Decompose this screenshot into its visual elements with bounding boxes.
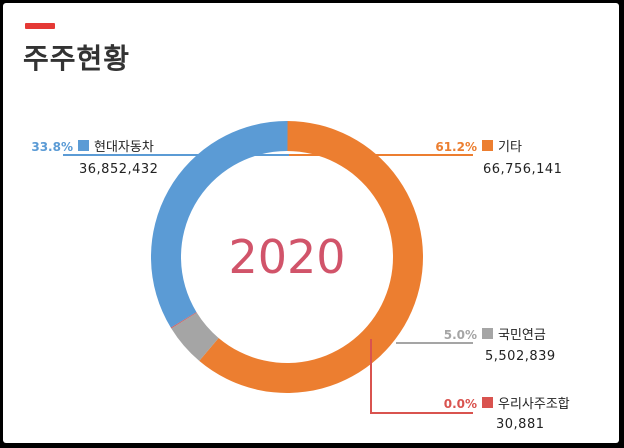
legend-swatch xyxy=(482,140,493,151)
donut-slices xyxy=(150,121,424,393)
slice-percent-label: 33.8% xyxy=(31,140,73,154)
slice-percent-label: 5.0% xyxy=(444,328,477,342)
slice-name-label: 현대자동차 xyxy=(94,140,154,155)
slice-name-label: 국민연금 xyxy=(498,328,546,343)
slice-value-label: 66,756,141 xyxy=(483,162,562,177)
page-title: 주주현황 xyxy=(23,42,131,75)
center-year-label: 2020 xyxy=(228,230,345,284)
legend-item-hyundai: 33.8% 현대자동차 36,852,432 xyxy=(31,140,158,177)
legend-item-nps: 5.0% 국민연금 5,502,839 xyxy=(444,328,556,364)
legend-swatch xyxy=(78,140,89,151)
leader-line-esop xyxy=(370,339,473,414)
title-accent-bar xyxy=(25,23,55,29)
slice-name-label: 우리사주조합 xyxy=(498,397,570,412)
legend-item-other: 61.2% 기타 66,756,141 xyxy=(435,140,562,177)
donut-slice-hyundai xyxy=(150,121,288,328)
donut-chart: 2020 61.2% 기타 66,756,141 5.0% 국민연금 5,502… xyxy=(31,121,570,432)
legend-swatch xyxy=(482,328,493,339)
donut-slice-nps xyxy=(171,312,219,361)
legend-swatch xyxy=(482,397,493,408)
leader-lines xyxy=(63,154,473,414)
donut-slice-other xyxy=(199,121,424,393)
donut-slice-esop xyxy=(170,312,197,329)
chart-frame: 주주현황 2020 61.2% 기타 66,756,141 5.0% 국민연금 … xyxy=(3,3,619,443)
slice-value-label: 5,502,839 xyxy=(485,349,556,364)
slice-value-label: 36,852,432 xyxy=(79,162,158,177)
slice-name-label: 기타 xyxy=(498,140,522,155)
legend-item-esop: 0.0% 우리사주조합 30,881 xyxy=(444,397,570,432)
slice-percent-label: 0.0% xyxy=(444,397,477,411)
slice-value-label: 30,881 xyxy=(496,417,545,432)
slice-percent-label: 61.2% xyxy=(435,140,477,154)
